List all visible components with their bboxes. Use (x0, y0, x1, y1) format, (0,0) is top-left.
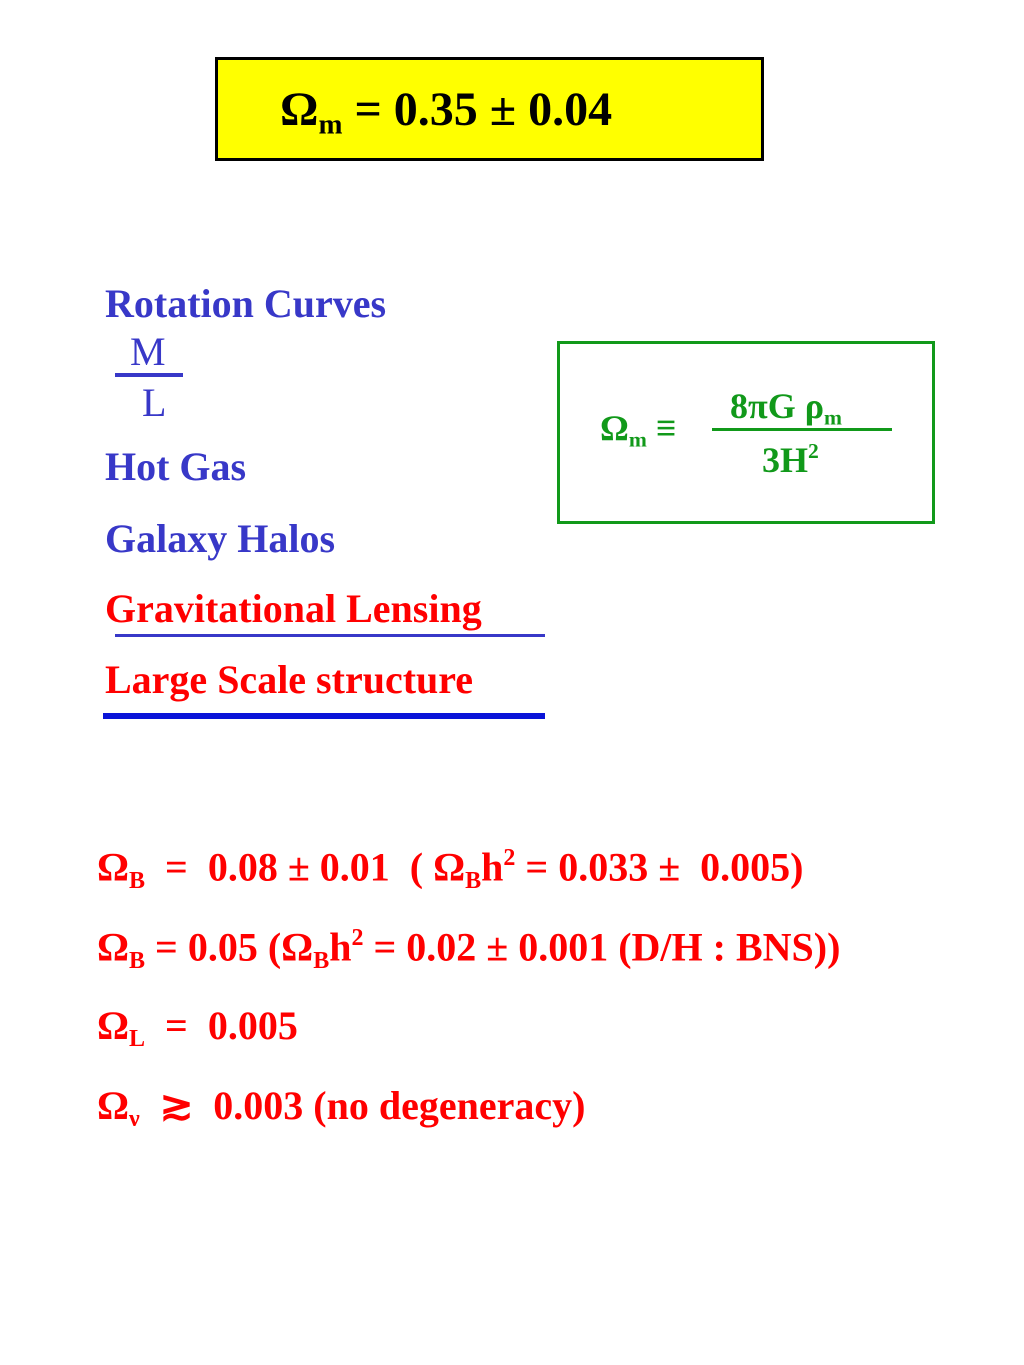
header-box (215, 57, 764, 161)
result-line: ΩL = 0.005 (97, 1003, 298, 1053)
superscript: 2 (503, 845, 516, 871)
definition-numerator: 8πG ρm (730, 388, 842, 429)
result-line: Ων ≳ 0.003 (no degeneracy) (97, 1083, 586, 1133)
subscript: B (129, 947, 146, 974)
text-run: = 0.033 ± 0.005) (515, 844, 804, 890)
text-run: ≳ 0.003 (no degeneracy) (139, 1083, 586, 1128)
text-run: = 0.02 ± 0.001 (D/H : BNS)) (363, 924, 841, 970)
method: Galaxy Halos (105, 516, 336, 561)
underline (115, 634, 545, 637)
text-run: h (481, 844, 504, 890)
subscript: L (129, 1026, 146, 1053)
subscript: B (465, 867, 482, 894)
subscript: B (129, 867, 146, 894)
result-line: ΩB = 0.08 ± 0.01 ( ΩBh2 = 0.033 ± 0.005) (97, 846, 804, 893)
text-run: = 0.05 (Ω (145, 924, 314, 970)
text-run: 8πG ρ (730, 386, 824, 426)
definition-box (557, 341, 935, 524)
method: Rotation Curves (105, 281, 387, 326)
definition-lhs: Ωm ≡ (600, 410, 676, 451)
superscript: 2 (808, 439, 819, 463)
text-run: Ω (280, 83, 319, 136)
text-run: = 0.08 ± 0.01 ( Ω (145, 844, 466, 890)
superscript: 2 (351, 925, 364, 951)
ratio-bar (115, 373, 183, 377)
subscript: m (628, 427, 647, 452)
method: Hot Gas (105, 444, 247, 489)
text-run: h (329, 924, 352, 970)
text-run: Ω (97, 1083, 130, 1128)
text-run: 3H (762, 440, 809, 481)
underline (103, 713, 545, 719)
text-run: Ω (600, 408, 629, 448)
header-formula: Ωm = 0.35 ± 0.04 (280, 83, 613, 141)
ratio-numerator: M (130, 329, 166, 374)
text-run: Ω (97, 924, 130, 970)
text-run: Ω (97, 1003, 130, 1048)
text-run: = 0.35 ± 0.04 (342, 83, 613, 136)
definition-denominator: 3H2 (762, 439, 819, 481)
subscript: m (824, 405, 842, 430)
fraction-bar (712, 428, 892, 431)
subscript: m (318, 108, 343, 141)
ratio-denominator: L (142, 380, 167, 425)
subscript: ν (129, 1106, 140, 1133)
method: Gravitational Lensing (105, 586, 482, 631)
text-run: = 0.005 (145, 1003, 298, 1048)
text-run: ≡ (646, 408, 677, 448)
text-run: Ω (97, 844, 130, 890)
subscript: B (313, 947, 330, 974)
result-line: ΩB = 0.05 (ΩBh2 = 0.02 ± 0.001 (D/H : BN… (97, 926, 840, 973)
method: Large Scale structure (105, 657, 474, 702)
